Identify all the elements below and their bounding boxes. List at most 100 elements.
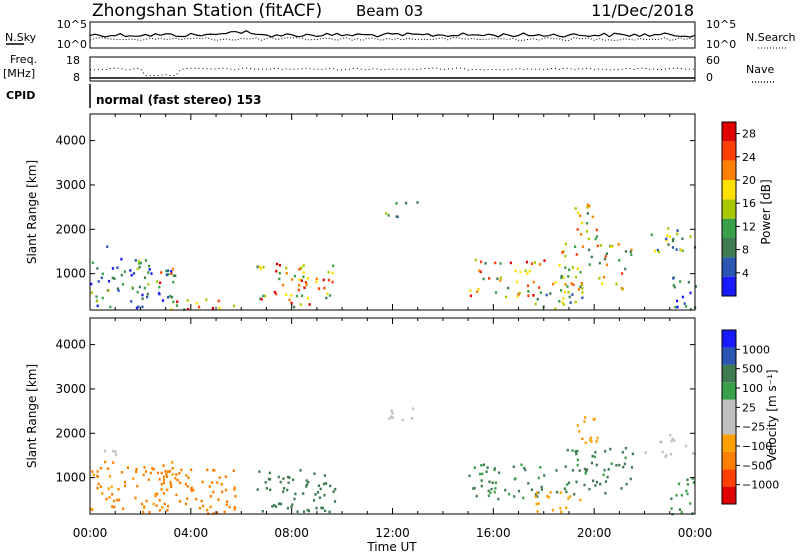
data-cell [549, 292, 552, 295]
data-cell [319, 487, 322, 491]
data-cell [134, 496, 137, 500]
data-cell [155, 280, 159, 283]
data-cell [676, 229, 679, 232]
data-cell [285, 266, 288, 270]
data-cell [111, 276, 114, 280]
data-cell [262, 265, 265, 269]
colorbar-tick-label: 100 [742, 382, 763, 395]
freq-panel [89, 56, 696, 82]
data-cell [533, 261, 536, 264]
data-cell [109, 305, 112, 309]
velocity-ylabel: Slant Range [km] [25, 364, 39, 468]
scatter-region [106, 245, 109, 248]
data-cell [160, 471, 163, 475]
data-cell [527, 294, 530, 297]
data-cell [200, 499, 203, 503]
data-cell [112, 449, 115, 453]
data-cell [170, 485, 173, 489]
data-cell [179, 481, 182, 485]
data-cell [307, 480, 310, 484]
scatter-region [672, 276, 697, 311]
data-cell [563, 487, 567, 490]
data-cell [302, 271, 305, 274]
data-cell [675, 248, 678, 251]
data-cell [476, 290, 479, 293]
colorbar-swatch [722, 434, 736, 452]
data-cell [604, 492, 607, 495]
scatter-region [670, 477, 695, 516]
data-cell [499, 279, 502, 282]
data-cell [261, 510, 264, 513]
data-cell [559, 491, 562, 494]
data-cell [161, 506, 164, 509]
data-cell [671, 437, 674, 441]
scatter-region [574, 203, 599, 241]
data-cell [286, 475, 290, 479]
data-cell [585, 230, 589, 233]
data-cell [679, 280, 682, 283]
data-cell [322, 482, 326, 486]
data-cell [111, 505, 114, 508]
data-cell [493, 467, 496, 470]
noise-tick-left-bottom: 10^0 [57, 38, 87, 51]
data-cell [687, 280, 690, 284]
data-cell [540, 488, 543, 491]
data-cell [513, 477, 516, 481]
scatter-region [555, 446, 634, 496]
data-cell [285, 272, 288, 275]
data-cell [507, 286, 510, 290]
data-cell [141, 297, 144, 300]
data-cell [167, 269, 170, 272]
data-cell [681, 295, 684, 299]
data-cell [678, 508, 681, 511]
data-cell [160, 488, 163, 491]
data-cell [167, 273, 170, 276]
data-cell [585, 469, 588, 473]
data-cell [323, 286, 326, 290]
data-cell [334, 487, 337, 491]
data-cell [140, 502, 143, 506]
data-cell [256, 488, 259, 491]
data-cell [282, 490, 285, 493]
data-cell [487, 489, 490, 493]
data-cell [564, 242, 567, 246]
data-cell [146, 295, 149, 299]
data-cell [121, 507, 125, 511]
data-cell [664, 455, 667, 458]
scatter-region [552, 242, 633, 292]
data-cell [571, 266, 574, 269]
data-cell [178, 471, 181, 475]
data-cell [116, 266, 119, 269]
data-cell [395, 215, 398, 218]
data-cell [322, 278, 325, 282]
data-cell [551, 508, 554, 512]
data-cell [113, 499, 116, 503]
data-cell [141, 305, 144, 309]
data-cell [233, 488, 236, 491]
nave-tick-bottom: 0 [706, 71, 713, 84]
power-ylabel: Slant Range [km] [25, 160, 39, 264]
data-cell [609, 447, 612, 451]
freq-tick-bottom: 8 [73, 71, 80, 84]
data-cell [186, 299, 189, 302]
data-cell [591, 215, 594, 219]
colorbar-tick-label: 500 [742, 363, 763, 376]
data-cell [534, 495, 537, 498]
data-cell [96, 470, 99, 473]
data-cell [675, 494, 678, 497]
data-cell [590, 440, 593, 443]
data-cell [162, 481, 165, 485]
data-cell [630, 466, 633, 469]
data-cell [473, 486, 476, 490]
colorbar-tick-label: 12 [742, 220, 756, 233]
data-cell [186, 485, 189, 488]
data-cell [537, 491, 540, 494]
data-cell [571, 469, 575, 472]
data-cell [292, 478, 295, 482]
freq-unit: [MHz] [3, 67, 35, 80]
data-cell [474, 258, 477, 262]
data-cell [572, 283, 575, 286]
data-cell [112, 461, 115, 464]
data-cell [123, 480, 126, 484]
colorbar-swatch [722, 257, 736, 277]
